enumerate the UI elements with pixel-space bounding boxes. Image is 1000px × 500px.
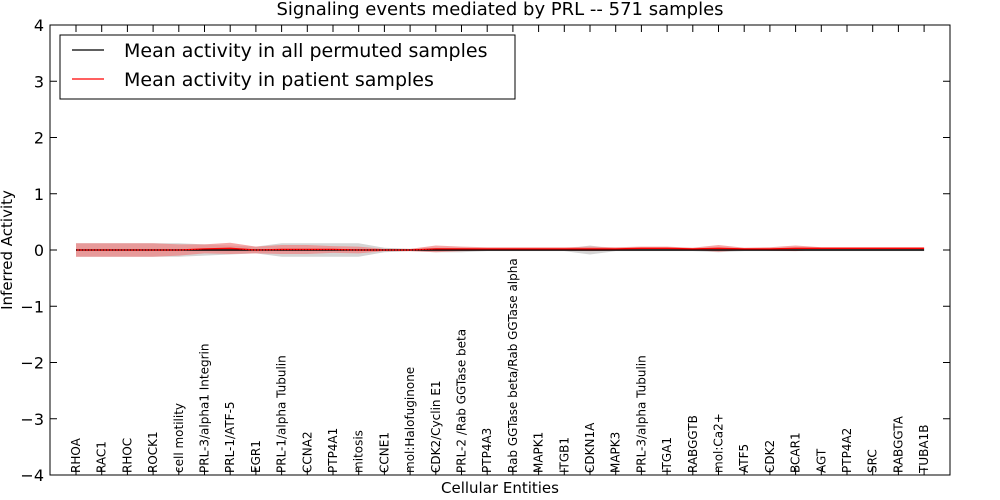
x-tick-label: mol:Ca2+ — [712, 413, 726, 473]
x-tick-label: RHOC — [120, 438, 134, 473]
x-tick-label: RHOA — [69, 437, 83, 473]
x-tick-label: PRL-3/alpha Tubulin — [634, 355, 648, 473]
y-tick-label: 3 — [34, 72, 44, 91]
chart-title: Signaling events mediated by PRL -- 571 … — [276, 0, 723, 20]
y-tick-label: 0 — [34, 241, 44, 260]
x-tick-label: ATF5 — [737, 444, 751, 473]
x-tick-label: PRL-1/alpha Tubulin — [275, 355, 289, 473]
x-tick-label: CCNA2 — [300, 431, 314, 473]
x-tick-label: RABGGTB — [686, 415, 700, 473]
x-tick-label: ROCK1 — [146, 431, 160, 473]
mean-lines — [76, 247, 925, 251]
x-tick-label: PRL-1/ATF-5 — [223, 401, 237, 473]
y-tick-label: −2 — [20, 354, 44, 373]
legend: Mean activity in all permuted samples Me… — [59, 34, 516, 100]
x-tick-label: RAC1 — [95, 441, 109, 473]
x-tick-label: BCAR1 — [789, 432, 803, 473]
y-axis-label: Inferred Activity — [0, 190, 16, 310]
x-tick-label: PTP4A2 — [840, 428, 854, 473]
y-tick-label: −3 — [20, 410, 44, 429]
x-tick-label: mitosis — [352, 430, 366, 473]
legend-label-permuted: Mean activity in all permuted samples — [124, 40, 487, 62]
x-tick-label: RABGGTA — [891, 415, 905, 473]
x-tick-label: MAPK1 — [532, 432, 546, 473]
line-series-1 — [76, 247, 925, 251]
y-axis-ticks: −4 −3 −2 −1 0 1 2 3 4 — [20, 16, 950, 485]
y-tick-label: 1 — [34, 185, 44, 204]
y-tick-label: 4 — [34, 16, 44, 35]
x-tick-label: AGT — [814, 448, 828, 473]
x-tick-label: PRL-3/alpha1 Integrin — [198, 344, 212, 474]
x-tick-label: CDKN1A — [583, 422, 597, 473]
x-tick-label: cell motility — [172, 403, 186, 473]
x-tick-label: SRC — [866, 449, 880, 473]
x-tick-label: TUBA1B — [917, 425, 931, 474]
x-tick-label: mol:Halofuginone — [403, 367, 417, 473]
x-tick-label: PRL-2 /Rab GGTase beta — [455, 329, 469, 473]
y-tick-label: −4 — [20, 466, 44, 485]
x-tick-label: MAPK3 — [609, 432, 623, 473]
x-axis-ticks: RHOA RAC1 RHOC ROCK1 cell motility PRL-3/alph… — [69, 25, 931, 475]
x-tick-label: CDK2 — [763, 440, 777, 473]
legend-box — [59, 34, 516, 100]
x-tick-label: Rab GGTase beta/Rab GGTase alpha — [506, 258, 520, 473]
x-tick-label: PTP4A1 — [326, 428, 340, 473]
x-tick-label: ITGB1 — [557, 437, 571, 473]
x-tick-label: EGR1 — [249, 440, 263, 473]
x-tick-label: CDK2/Cyclin E1 — [429, 380, 443, 473]
y-tick-label: −1 — [20, 297, 44, 316]
x-tick-label: CCNE1 — [377, 432, 391, 473]
x-tick-label: ITGA1 — [660, 437, 674, 473]
x-axis-label: Cellular Entities — [441, 479, 559, 497]
legend-label-patient: Mean activity in patient samples — [124, 69, 434, 91]
x-tick-label: PTP4A3 — [480, 428, 494, 473]
y-tick-label: 2 — [34, 129, 44, 148]
